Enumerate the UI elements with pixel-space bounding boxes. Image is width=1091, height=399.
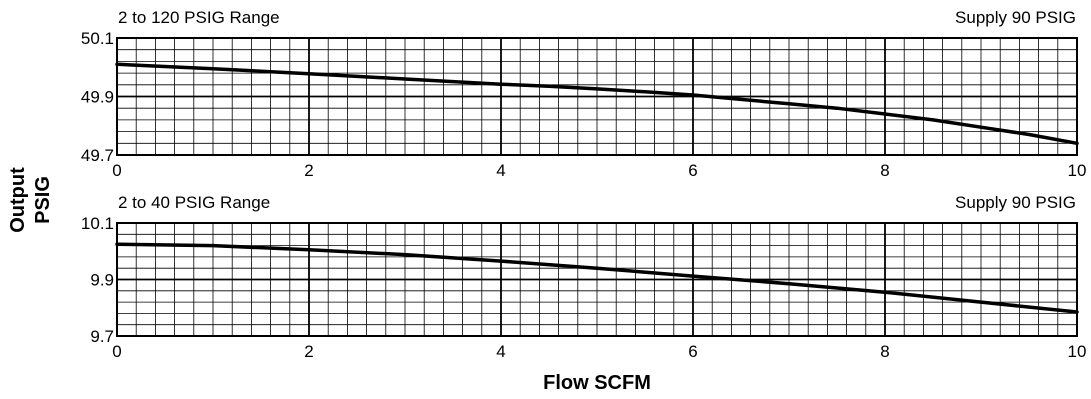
x-tick-label: 4	[496, 161, 505, 180]
x-tick-label: 0	[112, 161, 121, 180]
y-tick-label: 10.1	[81, 214, 114, 233]
grid	[117, 38, 1077, 155]
chart-panel-40-range: 2 to 40 PSIG Range Supply 90 PSIG 9.7 9.9…	[81, 193, 1087, 361]
x-tick-label: 4	[496, 342, 505, 361]
x-tick-label: 2	[304, 342, 313, 361]
x-tick-label: 8	[880, 161, 889, 180]
x-tick-labels: 0 2 4 6 8 10	[112, 342, 1086, 361]
output-pressure-line	[115, 62, 1079, 146]
y-axis-title-line1: Output	[7, 167, 29, 233]
plot-frame	[116, 222, 1078, 337]
panel-subtitle: Supply 90 PSIG	[955, 193, 1076, 212]
panel-title: 2 to 120 PSIG Range	[118, 8, 280, 27]
chart-panel-120-range: 2 to 120 PSIG Range Supply 90 PSIG 49.74…	[81, 8, 1087, 180]
y-tick-label: 49.9	[81, 88, 114, 107]
x-tick-labels: 0 2 4 6 8 10	[112, 161, 1086, 180]
y-tick-label: 50.1	[81, 29, 114, 48]
x-tick-label: 6	[688, 161, 697, 180]
y-tick-label: 49.7	[81, 146, 114, 165]
x-tick-label: 6	[688, 342, 697, 361]
panel-subtitle: Supply 90 PSIG	[955, 8, 1076, 27]
x-tick-label: 0	[112, 342, 121, 361]
x-tick-label: 10	[1068, 342, 1087, 361]
x-tick-label: 2	[304, 161, 313, 180]
y-tick-label: 9.7	[90, 327, 114, 346]
plot-frame	[116, 37, 1078, 156]
y-tick-labels: 49.7 49.9 50.1	[81, 29, 114, 165]
x-tick-label: 10	[1068, 161, 1087, 180]
panel-title: 2 to 40 PSIG Range	[118, 193, 270, 212]
output-pressure-line	[115, 242, 1079, 314]
y-tick-labels: 9.7 9.9 10.1	[81, 214, 114, 346]
x-axis-title: Flow SCFM	[543, 372, 651, 394]
x-tick-label: 8	[880, 342, 889, 361]
grid	[117, 223, 1077, 336]
y-axis-title-line2: PSIG	[32, 176, 54, 224]
y-tick-label: 9.9	[90, 271, 114, 290]
